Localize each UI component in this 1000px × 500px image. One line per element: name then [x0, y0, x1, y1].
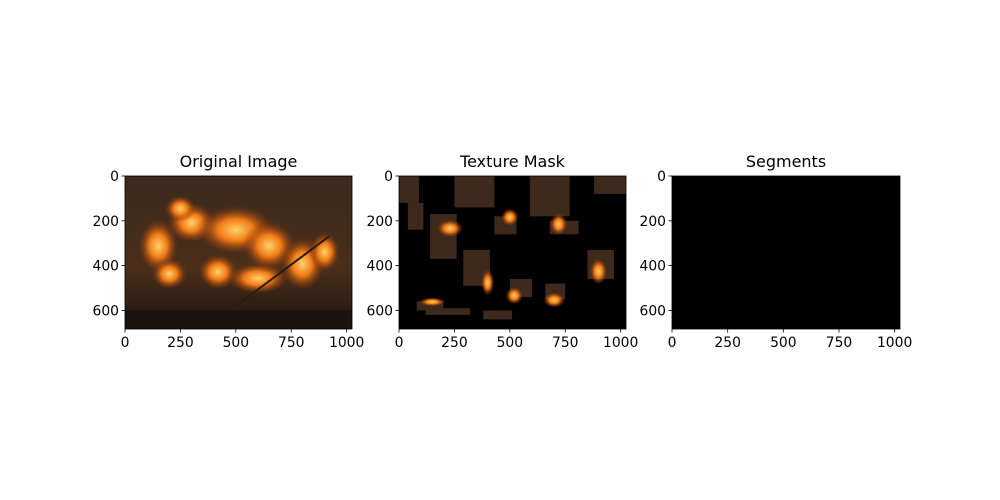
y-tick-label: 600 — [92, 303, 119, 319]
x-tick-label: 1000 — [603, 335, 638, 351]
axes-frame — [398, 175, 627, 330]
mask-patch — [407, 202, 424, 230]
mask-patch — [529, 176, 570, 217]
flame — [138, 216, 179, 271]
flame — [418, 296, 446, 306]
y-tick-label: 400 — [366, 259, 393, 275]
x-tick-label: 0 — [121, 335, 130, 351]
image — [125, 176, 352, 329]
ground — [125, 310, 352, 329]
axes-frame — [671, 175, 901, 330]
x-tick-label: 750 — [552, 335, 579, 351]
mask-patch — [399, 176, 419, 203]
x-tick-label: 500 — [223, 335, 250, 351]
flame — [308, 229, 341, 271]
flame — [226, 261, 290, 293]
flame — [500, 207, 519, 226]
mask-patch — [454, 176, 495, 208]
axes-frame — [124, 175, 353, 330]
flame — [436, 218, 464, 237]
x-tick-label: 500 — [770, 335, 797, 351]
x-tick-label: 0 — [395, 335, 404, 351]
panel-title: Original Image — [180, 152, 298, 171]
mask-patch — [594, 176, 626, 194]
y-tick-label: 0 — [110, 169, 119, 185]
mask-patch — [416, 301, 444, 311]
y-tick-label: 200 — [639, 214, 666, 230]
y-tick-label: 200 — [366, 214, 393, 230]
y-tick-label: 400 — [92, 259, 119, 275]
x-tick-label: 750 — [278, 335, 305, 351]
flame — [543, 291, 566, 308]
flame — [589, 256, 608, 284]
y-tick-label: 400 — [639, 259, 666, 275]
beam — [235, 235, 330, 307]
mask-patch — [483, 310, 513, 320]
mask-patch — [425, 308, 470, 315]
y-tick-label: 0 — [657, 169, 666, 185]
panel-title: Segments — [746, 152, 826, 171]
x-tick-label: 250 — [167, 335, 194, 351]
flame — [549, 211, 568, 235]
y-tick-label: 200 — [92, 214, 119, 230]
x-tick-label: 250 — [714, 335, 741, 351]
flame — [505, 285, 524, 304]
flame — [164, 193, 196, 221]
x-tick-label: 250 — [441, 335, 468, 351]
x-tick-label: 1000 — [329, 335, 364, 351]
y-tick-label: 600 — [366, 303, 393, 319]
image — [399, 176, 626, 329]
flame — [151, 256, 188, 289]
x-tick-label: 500 — [497, 335, 524, 351]
image — [672, 176, 900, 329]
flame — [481, 267, 495, 295]
panel-title: Texture Mask — [459, 152, 566, 171]
x-tick-label: 1000 — [877, 335, 912, 351]
y-tick-label: 0 — [384, 169, 393, 185]
x-tick-label: 0 — [668, 335, 677, 351]
image-background — [672, 176, 900, 329]
x-tick-label: 750 — [826, 335, 853, 351]
y-tick-label: 600 — [639, 303, 666, 319]
